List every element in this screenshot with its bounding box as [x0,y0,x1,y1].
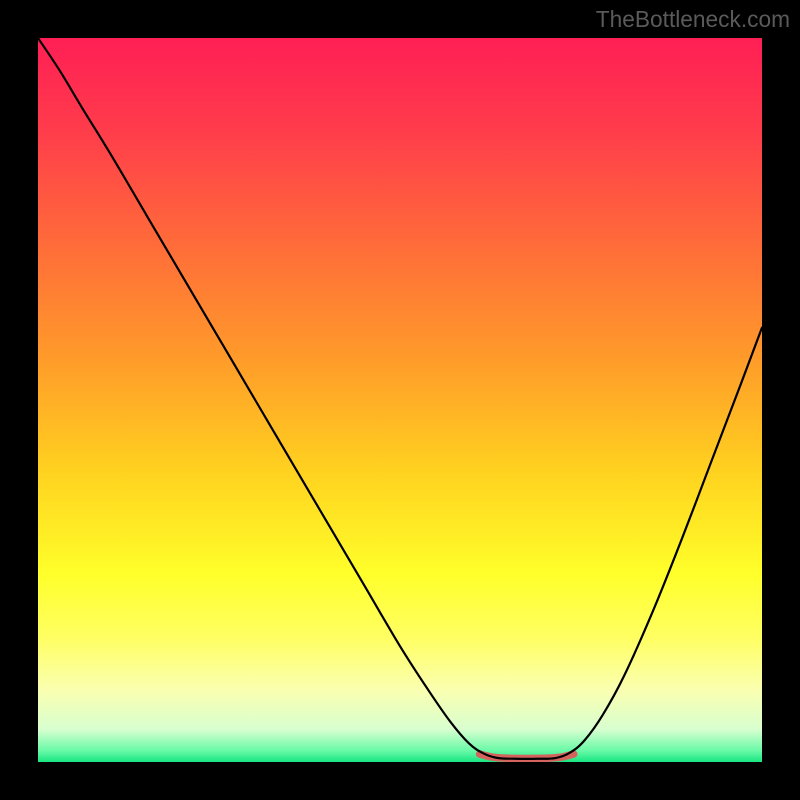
bottleneck-chart: TheBottleneck.com [0,0,800,800]
watermark-text: TheBottleneck.com [596,6,790,33]
chart-svg [0,0,800,800]
chart-gradient-background [38,38,762,762]
